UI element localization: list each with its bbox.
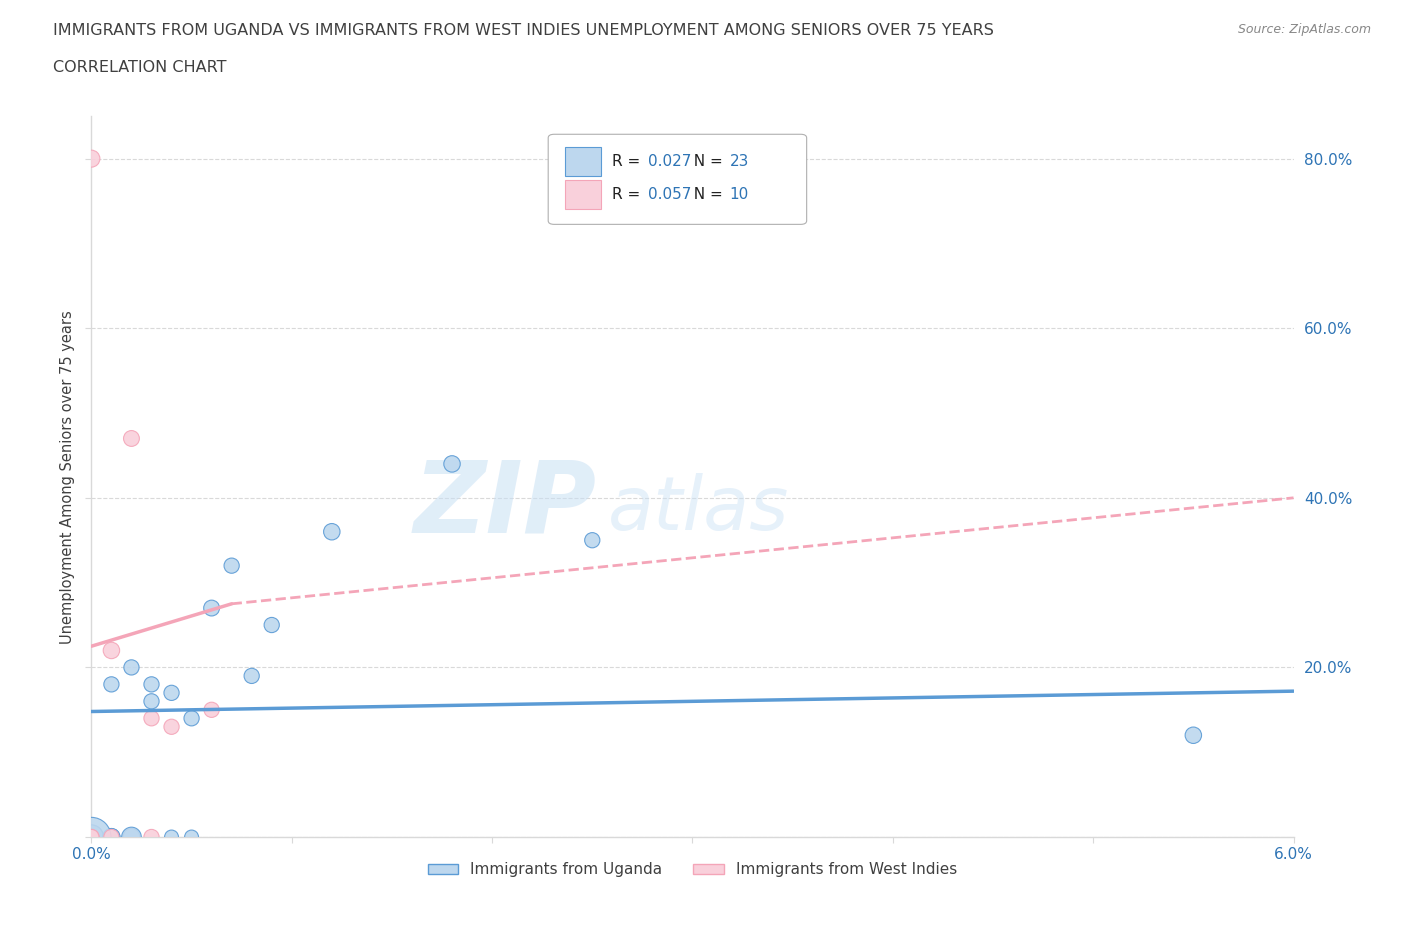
- Text: R =: R =: [612, 154, 645, 169]
- Point: [180, 711, 202, 725]
- Point: [100, 830, 122, 844]
- Point: [321, 525, 343, 539]
- Text: CORRELATION CHART: CORRELATION CHART: [53, 60, 226, 75]
- Point: [141, 830, 163, 844]
- Text: atlas: atlas: [609, 473, 790, 545]
- Point: [121, 830, 143, 844]
- Point: [221, 558, 243, 573]
- Point: [80, 830, 103, 844]
- Point: [100, 830, 122, 844]
- FancyBboxPatch shape: [548, 134, 807, 224]
- Point: [201, 702, 224, 717]
- FancyBboxPatch shape: [565, 179, 602, 208]
- Text: 0.057: 0.057: [648, 187, 692, 202]
- Point: [80, 152, 103, 166]
- Text: 0.027: 0.027: [648, 154, 692, 169]
- Text: IMMIGRANTS FROM UGANDA VS IMMIGRANTS FROM WEST INDIES UNEMPLOYMENT AMONG SENIORS: IMMIGRANTS FROM UGANDA VS IMMIGRANTS FRO…: [53, 23, 994, 38]
- Point: [260, 618, 283, 632]
- Text: N =: N =: [685, 154, 728, 169]
- Text: 10: 10: [730, 187, 749, 202]
- Text: N =: N =: [685, 187, 728, 202]
- Point: [141, 677, 163, 692]
- Point: [1182, 728, 1205, 743]
- Point: [100, 677, 122, 692]
- FancyBboxPatch shape: [565, 147, 602, 176]
- Point: [141, 711, 163, 725]
- Text: ZIP: ZIP: [413, 457, 596, 554]
- Point: [440, 457, 463, 472]
- Point: [80, 830, 103, 844]
- Point: [80, 830, 103, 844]
- Y-axis label: Unemployment Among Seniors over 75 years: Unemployment Among Seniors over 75 years: [59, 310, 75, 644]
- Text: Source: ZipAtlas.com: Source: ZipAtlas.com: [1237, 23, 1371, 36]
- Point: [121, 660, 143, 675]
- Point: [160, 685, 183, 700]
- Point: [141, 694, 163, 709]
- Point: [121, 431, 143, 445]
- Point: [100, 830, 122, 844]
- Point: [160, 830, 183, 844]
- Point: [100, 643, 122, 658]
- Point: [240, 669, 263, 684]
- Point: [201, 601, 224, 616]
- Text: 23: 23: [730, 154, 749, 169]
- Point: [581, 533, 603, 548]
- Legend: Immigrants from Uganda, Immigrants from West Indies: Immigrants from Uganda, Immigrants from …: [422, 857, 963, 884]
- Point: [160, 719, 183, 734]
- Text: R =: R =: [612, 187, 645, 202]
- Point: [80, 830, 103, 844]
- Point: [180, 830, 202, 844]
- Point: [80, 830, 103, 844]
- Point: [121, 830, 143, 844]
